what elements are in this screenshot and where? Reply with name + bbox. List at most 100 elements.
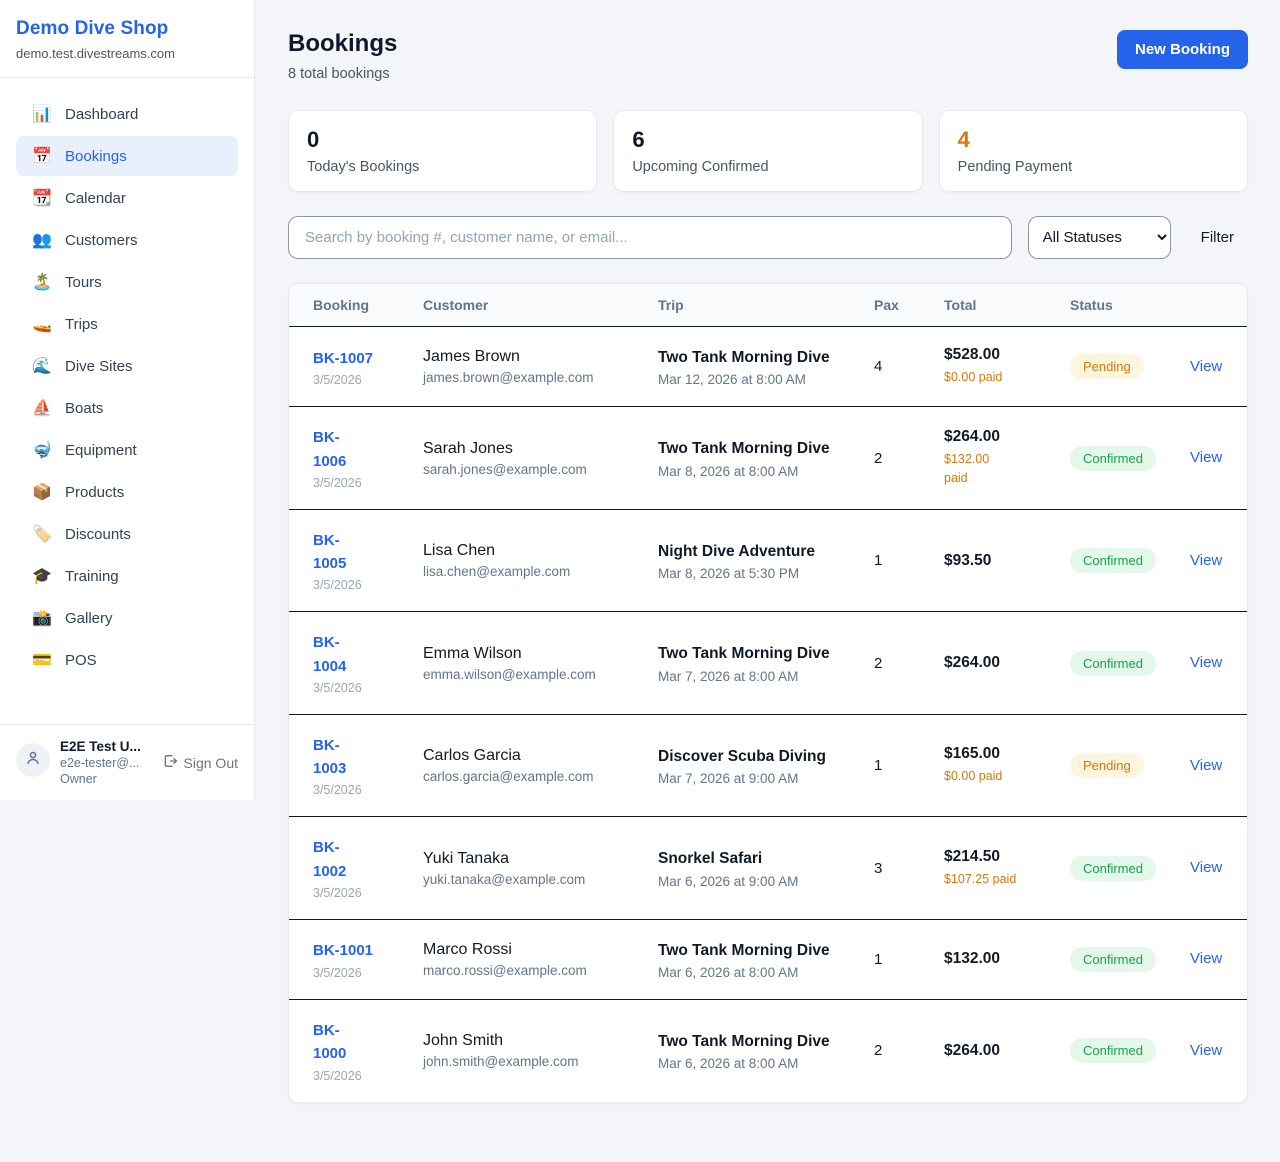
col-pax: Pax — [874, 297, 899, 313]
sidebar-item-label: Equipment — [65, 441, 137, 459]
booking-id-link[interactable]: BK- 1000 — [313, 1022, 347, 1063]
sidebar-item-label: Training — [65, 567, 119, 585]
pax-cell: 1 — [874, 552, 944, 569]
search-input[interactable] — [288, 216, 1012, 259]
trip-cell: Snorkel Safari Mar 6, 2026 at 9:00 AM — [658, 847, 874, 888]
sidebar-item-calendar[interactable]: 📆 Calendar — [16, 178, 238, 218]
sidebar-item-training[interactable]: 🎓 Training — [16, 556, 238, 596]
booking-id-link[interactable]: BK- 1005 — [313, 531, 347, 572]
view-cell: View — [1190, 950, 1223, 968]
view-link[interactable]: View — [1190, 950, 1223, 968]
table-row: BK- 1004 3/5/2026 Emma Wilson emma.wilson@e… — [289, 612, 1247, 715]
sidebar-item-label: Dive Sites — [65, 357, 133, 375]
booking-cell: BK- 1006 3/5/2026 — [313, 426, 423, 490]
pax-value: 1 — [874, 757, 883, 774]
pax-value: 1 — [874, 552, 883, 569]
pax-cell: 2 — [874, 1042, 944, 1059]
booking-id-link[interactable]: BK- 1002 — [313, 839, 347, 880]
total-amount: $132.00 — [944, 950, 1001, 968]
total-cell: $165.00 $0.00 paid — [944, 745, 1070, 786]
table-row: BK-1007 3/5/2026 James Brown james.brown@ex… — [289, 327, 1247, 408]
status-badge: Confirmed — [1070, 548, 1156, 573]
sidebar-item-gallery[interactable]: 📸 Gallery — [16, 598, 238, 638]
view-link[interactable]: View — [1190, 1041, 1223, 1059]
sidebar-item-trips[interactable]: 🚤 Trips — [16, 304, 238, 344]
customer-cell: John Smith john.smith@example.com — [423, 1032, 658, 1069]
pax-cell: 1 — [874, 757, 944, 774]
total-amount: $528.00 — [944, 346, 1001, 364]
stat-label: Today's Bookings — [307, 159, 420, 175]
products-icon: 📦 — [32, 484, 52, 501]
table-row: BK- 1005 3/5/2026 Lisa Chen lisa.chen@examp… — [289, 510, 1247, 613]
trip-cell: Two Tank Morning Dive Mar 7, 2026 at 8:00… — [658, 642, 874, 683]
sidebar-item-label: Bookings — [65, 147, 127, 165]
sidebar-item-label: Trips — [65, 315, 98, 333]
booking-id-link[interactable]: BK-1007 — [313, 349, 374, 367]
status-badge: Pending — [1070, 354, 1144, 380]
col-status: Status — [1070, 297, 1113, 313]
total-cell: $264.00 — [944, 1042, 1070, 1060]
sidebar-item-label: POS — [65, 651, 97, 669]
sidebar-item-boats[interactable]: ⛵ Boats — [16, 388, 238, 428]
dashboard-icon: 📊 — [32, 106, 52, 123]
status-select[interactable]: All Statuses — [1027, 216, 1171, 259]
sidebar-item-equipment[interactable]: 🤿 Equipment — [16, 430, 238, 470]
customer-cell: Sarah Jones sarah.jones@example.com — [423, 440, 658, 477]
trip-time: Mar 6, 2026 at 8:00 AM — [658, 1056, 799, 1072]
booking-cell: BK- 1005 3/5/2026 — [313, 529, 423, 593]
calendar-icon: 📆 — [32, 190, 52, 207]
sidebar-item-discounts[interactable]: 🏷️ Discounts — [16, 514, 238, 554]
trip-time: Mar 8, 2026 at 5:30 PM — [658, 566, 800, 582]
view-link[interactable]: View — [1190, 756, 1223, 774]
trips-icon: 🚤 — [32, 316, 52, 333]
customers-icon: 👥 — [32, 232, 52, 249]
sidebar-item-label: Customers — [65, 231, 138, 249]
total-amount: $264.00 — [944, 654, 1001, 671]
view-cell: View — [1190, 1042, 1223, 1060]
gallery-icon: 📸 — [32, 610, 52, 627]
view-link[interactable]: View — [1190, 654, 1223, 671]
booking-id-link[interactable]: BK- 1004 — [313, 634, 347, 675]
view-link[interactable]: View — [1190, 357, 1223, 375]
sidebar-item-tours[interactable]: 🏝️ Tours — [16, 262, 238, 302]
customer-name: Yuki Tanaka — [423, 849, 509, 867]
col-customer: Customer — [423, 297, 489, 313]
user-meta: E2E Test U... e2e-tester@... Owner — [60, 739, 152, 786]
sidebar-item-label: Calendar — [65, 189, 126, 207]
sidebar-item-customers[interactable]: 👥 Customers — [16, 220, 238, 260]
booking-id-link[interactable]: BK- 1006 — [313, 429, 347, 470]
sidebar-item-dashboard[interactable]: 📊 Dashboard — [16, 94, 238, 134]
view-cell: View — [1190, 449, 1223, 467]
booking-date: 3/5/2026 — [313, 578, 362, 593]
sidebar-item-pos[interactable]: 💳 POS — [16, 640, 238, 680]
booking-id-link[interactable]: BK-1001 — [313, 942, 374, 960]
filter-button[interactable]: Filter — [1187, 221, 1248, 254]
view-link[interactable]: View — [1190, 859, 1223, 876]
sign-out-label: Sign Out — [183, 754, 238, 771]
stat-value: 4 — [957, 127, 970, 152]
sidebar-item-dive-sites[interactable]: 🌊 Dive Sites — [16, 346, 238, 386]
status-cell: Pending — [1070, 753, 1190, 778]
total-cell: $264.00 — [944, 654, 1070, 672]
sign-out-button[interactable]: Sign Out — [162, 753, 238, 772]
trip-cell: Night Dive Adventure Mar 8, 2026 at 5:30 … — [658, 540, 874, 581]
stat-label: Pending Payment — [957, 159, 1073, 175]
sidebar-item-label: Discounts — [65, 525, 131, 543]
table-row: BK- 1002 3/5/2026 Yuki Tanaka yuki.tanaka@e… — [289, 817, 1247, 920]
customer-cell: Emma Wilson emma.wilson@example.com — [423, 645, 658, 682]
discounts-icon: 🏷️ — [32, 526, 52, 543]
sidebar-item-bookings[interactable]: 📅 Bookings — [16, 136, 238, 176]
trip-cell: Two Tank Morning Dive Mar 6, 2026 at 8:00… — [658, 939, 874, 980]
sidebar-item-products[interactable]: 📦 Products — [16, 472, 238, 512]
trip-name: Two Tank Morning Dive — [658, 941, 830, 959]
customer-name: James Brown — [423, 348, 520, 366]
sidebar-item-label: Products — [65, 483, 125, 501]
view-link[interactable]: View — [1190, 551, 1223, 569]
pax-cell: 3 — [874, 860, 944, 877]
view-link[interactable]: View — [1190, 449, 1223, 466]
paid-amount: $132.00 paid — [944, 452, 990, 485]
new-booking-button[interactable]: New Booking — [1116, 30, 1248, 69]
pax-cell: 2 — [874, 655, 944, 672]
booking-id-link[interactable]: BK- 1003 — [313, 736, 347, 777]
customer-name: Lisa Chen — [423, 542, 496, 559]
